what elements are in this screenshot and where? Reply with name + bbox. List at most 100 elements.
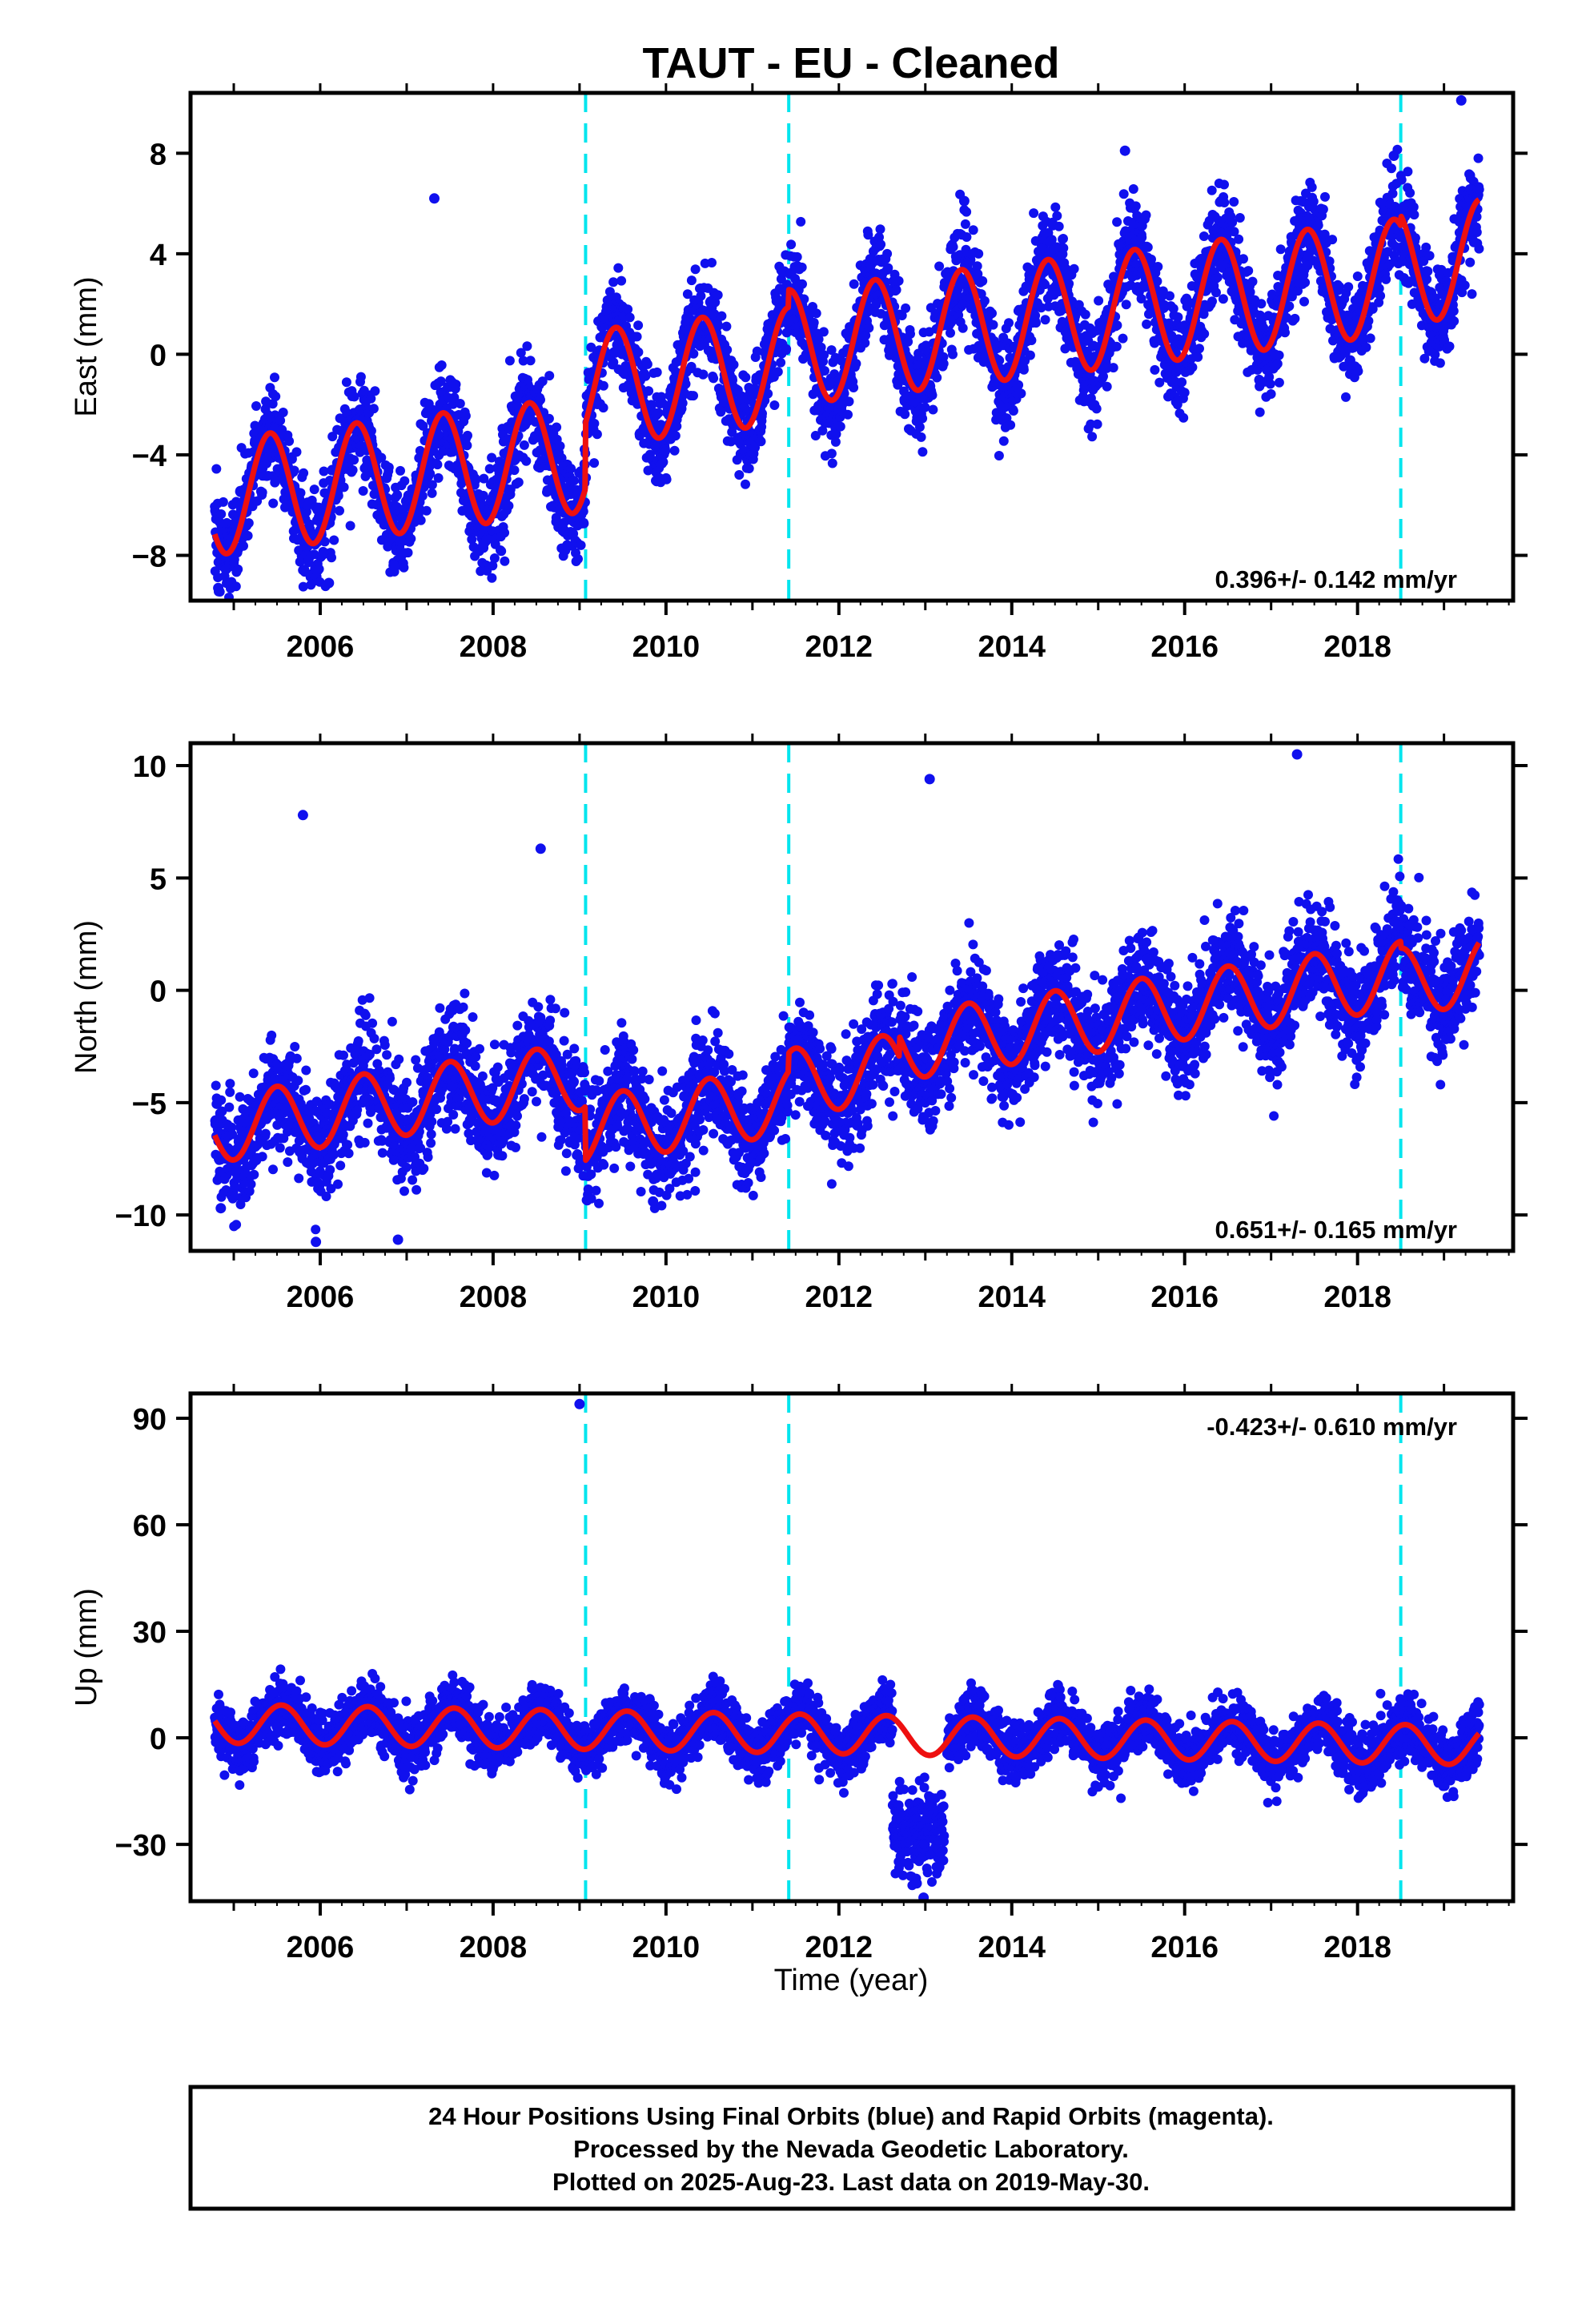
data-point bbox=[1343, 282, 1354, 292]
data-point bbox=[1108, 363, 1118, 373]
data-point bbox=[1243, 266, 1254, 276]
data-point bbox=[1199, 328, 1210, 339]
east-x-tick-label: 2014 bbox=[978, 630, 1046, 664]
data-point bbox=[368, 404, 379, 414]
east-rate-label: 0.396+/- 0.142 mm/yr bbox=[1215, 565, 1457, 593]
data-point bbox=[487, 452, 497, 463]
data-point bbox=[1054, 221, 1064, 231]
data-point bbox=[883, 263, 893, 273]
data-point bbox=[968, 225, 978, 235]
data-point bbox=[251, 401, 261, 411]
data-point bbox=[1361, 342, 1371, 352]
data-point bbox=[211, 1080, 221, 1091]
data-point bbox=[960, 219, 970, 229]
data-point bbox=[1308, 196, 1319, 207]
data-point bbox=[366, 426, 376, 436]
data-point bbox=[392, 490, 403, 500]
data-point bbox=[487, 573, 497, 583]
data-point bbox=[962, 207, 972, 217]
data-point bbox=[467, 534, 477, 545]
data-point bbox=[786, 239, 797, 250]
data-point bbox=[1448, 306, 1459, 316]
data-point bbox=[1234, 234, 1244, 244]
data-point bbox=[329, 535, 339, 545]
data-point bbox=[661, 446, 671, 456]
east-y-tick-label: −8 bbox=[132, 541, 167, 574]
east-x-tick-label: 2016 bbox=[1150, 630, 1219, 664]
data-point bbox=[327, 553, 336, 563]
data-point bbox=[1141, 210, 1151, 220]
data-point bbox=[1235, 213, 1245, 223]
data-point bbox=[797, 279, 807, 289]
data-point bbox=[1449, 316, 1460, 326]
data-point bbox=[978, 275, 988, 286]
data-point bbox=[1422, 274, 1432, 284]
data-point bbox=[504, 501, 514, 511]
data-point bbox=[314, 564, 324, 574]
data-point bbox=[592, 429, 602, 440]
data-point bbox=[518, 356, 528, 366]
data-point bbox=[916, 432, 926, 442]
data-point bbox=[817, 425, 828, 436]
data-point bbox=[1014, 380, 1024, 390]
data-point bbox=[1259, 323, 1269, 333]
data-point bbox=[604, 287, 615, 297]
data-point bbox=[994, 451, 1004, 460]
data-point bbox=[1430, 349, 1440, 360]
data-point bbox=[496, 546, 507, 557]
data-point bbox=[231, 581, 241, 592]
data-point bbox=[1061, 263, 1071, 274]
data-point bbox=[463, 430, 472, 440]
data-point bbox=[383, 541, 393, 552]
data-point bbox=[1046, 235, 1057, 245]
data-point bbox=[1247, 276, 1258, 287]
data-point bbox=[796, 216, 806, 227]
data-point bbox=[260, 1128, 271, 1139]
data-point bbox=[734, 470, 745, 480]
data-point bbox=[741, 479, 750, 489]
east-x-tick-label: 2006 bbox=[287, 630, 355, 664]
data-point bbox=[1229, 197, 1239, 207]
data-point bbox=[589, 418, 600, 428]
data-point bbox=[709, 309, 720, 320]
data-point bbox=[851, 359, 861, 369]
data-point bbox=[670, 431, 681, 441]
data-point bbox=[613, 263, 624, 273]
data-point bbox=[686, 361, 697, 372]
data-point bbox=[1300, 277, 1311, 287]
data-point bbox=[1472, 227, 1482, 237]
data-point bbox=[1424, 251, 1435, 261]
data-point bbox=[903, 336, 913, 347]
data-point bbox=[938, 359, 949, 369]
data-point bbox=[525, 356, 536, 366]
data-point bbox=[642, 359, 652, 369]
data-point bbox=[295, 488, 306, 498]
data-point bbox=[1130, 201, 1141, 211]
data-point bbox=[1272, 359, 1283, 369]
data-point bbox=[522, 341, 532, 352]
data-point bbox=[1239, 254, 1248, 264]
data-point bbox=[1409, 210, 1419, 220]
data-point bbox=[1091, 404, 1102, 414]
data-point bbox=[1112, 320, 1122, 331]
data-point bbox=[1026, 336, 1037, 345]
data-point bbox=[1112, 217, 1122, 227]
data-point bbox=[874, 232, 884, 243]
data-point bbox=[893, 275, 904, 286]
data-point bbox=[1118, 189, 1129, 199]
data-point bbox=[813, 334, 824, 344]
data-point bbox=[644, 386, 654, 396]
data-point bbox=[1435, 358, 1445, 368]
data-point bbox=[243, 531, 253, 541]
data-point bbox=[1405, 187, 1415, 198]
data-point bbox=[1016, 388, 1026, 399]
data-point bbox=[974, 248, 984, 259]
data-point bbox=[928, 404, 938, 415]
data-point bbox=[544, 371, 555, 381]
data-point bbox=[536, 395, 545, 405]
data-point bbox=[400, 476, 410, 486]
data-point bbox=[920, 402, 930, 412]
data-point bbox=[403, 548, 413, 558]
data-point bbox=[1025, 350, 1035, 360]
